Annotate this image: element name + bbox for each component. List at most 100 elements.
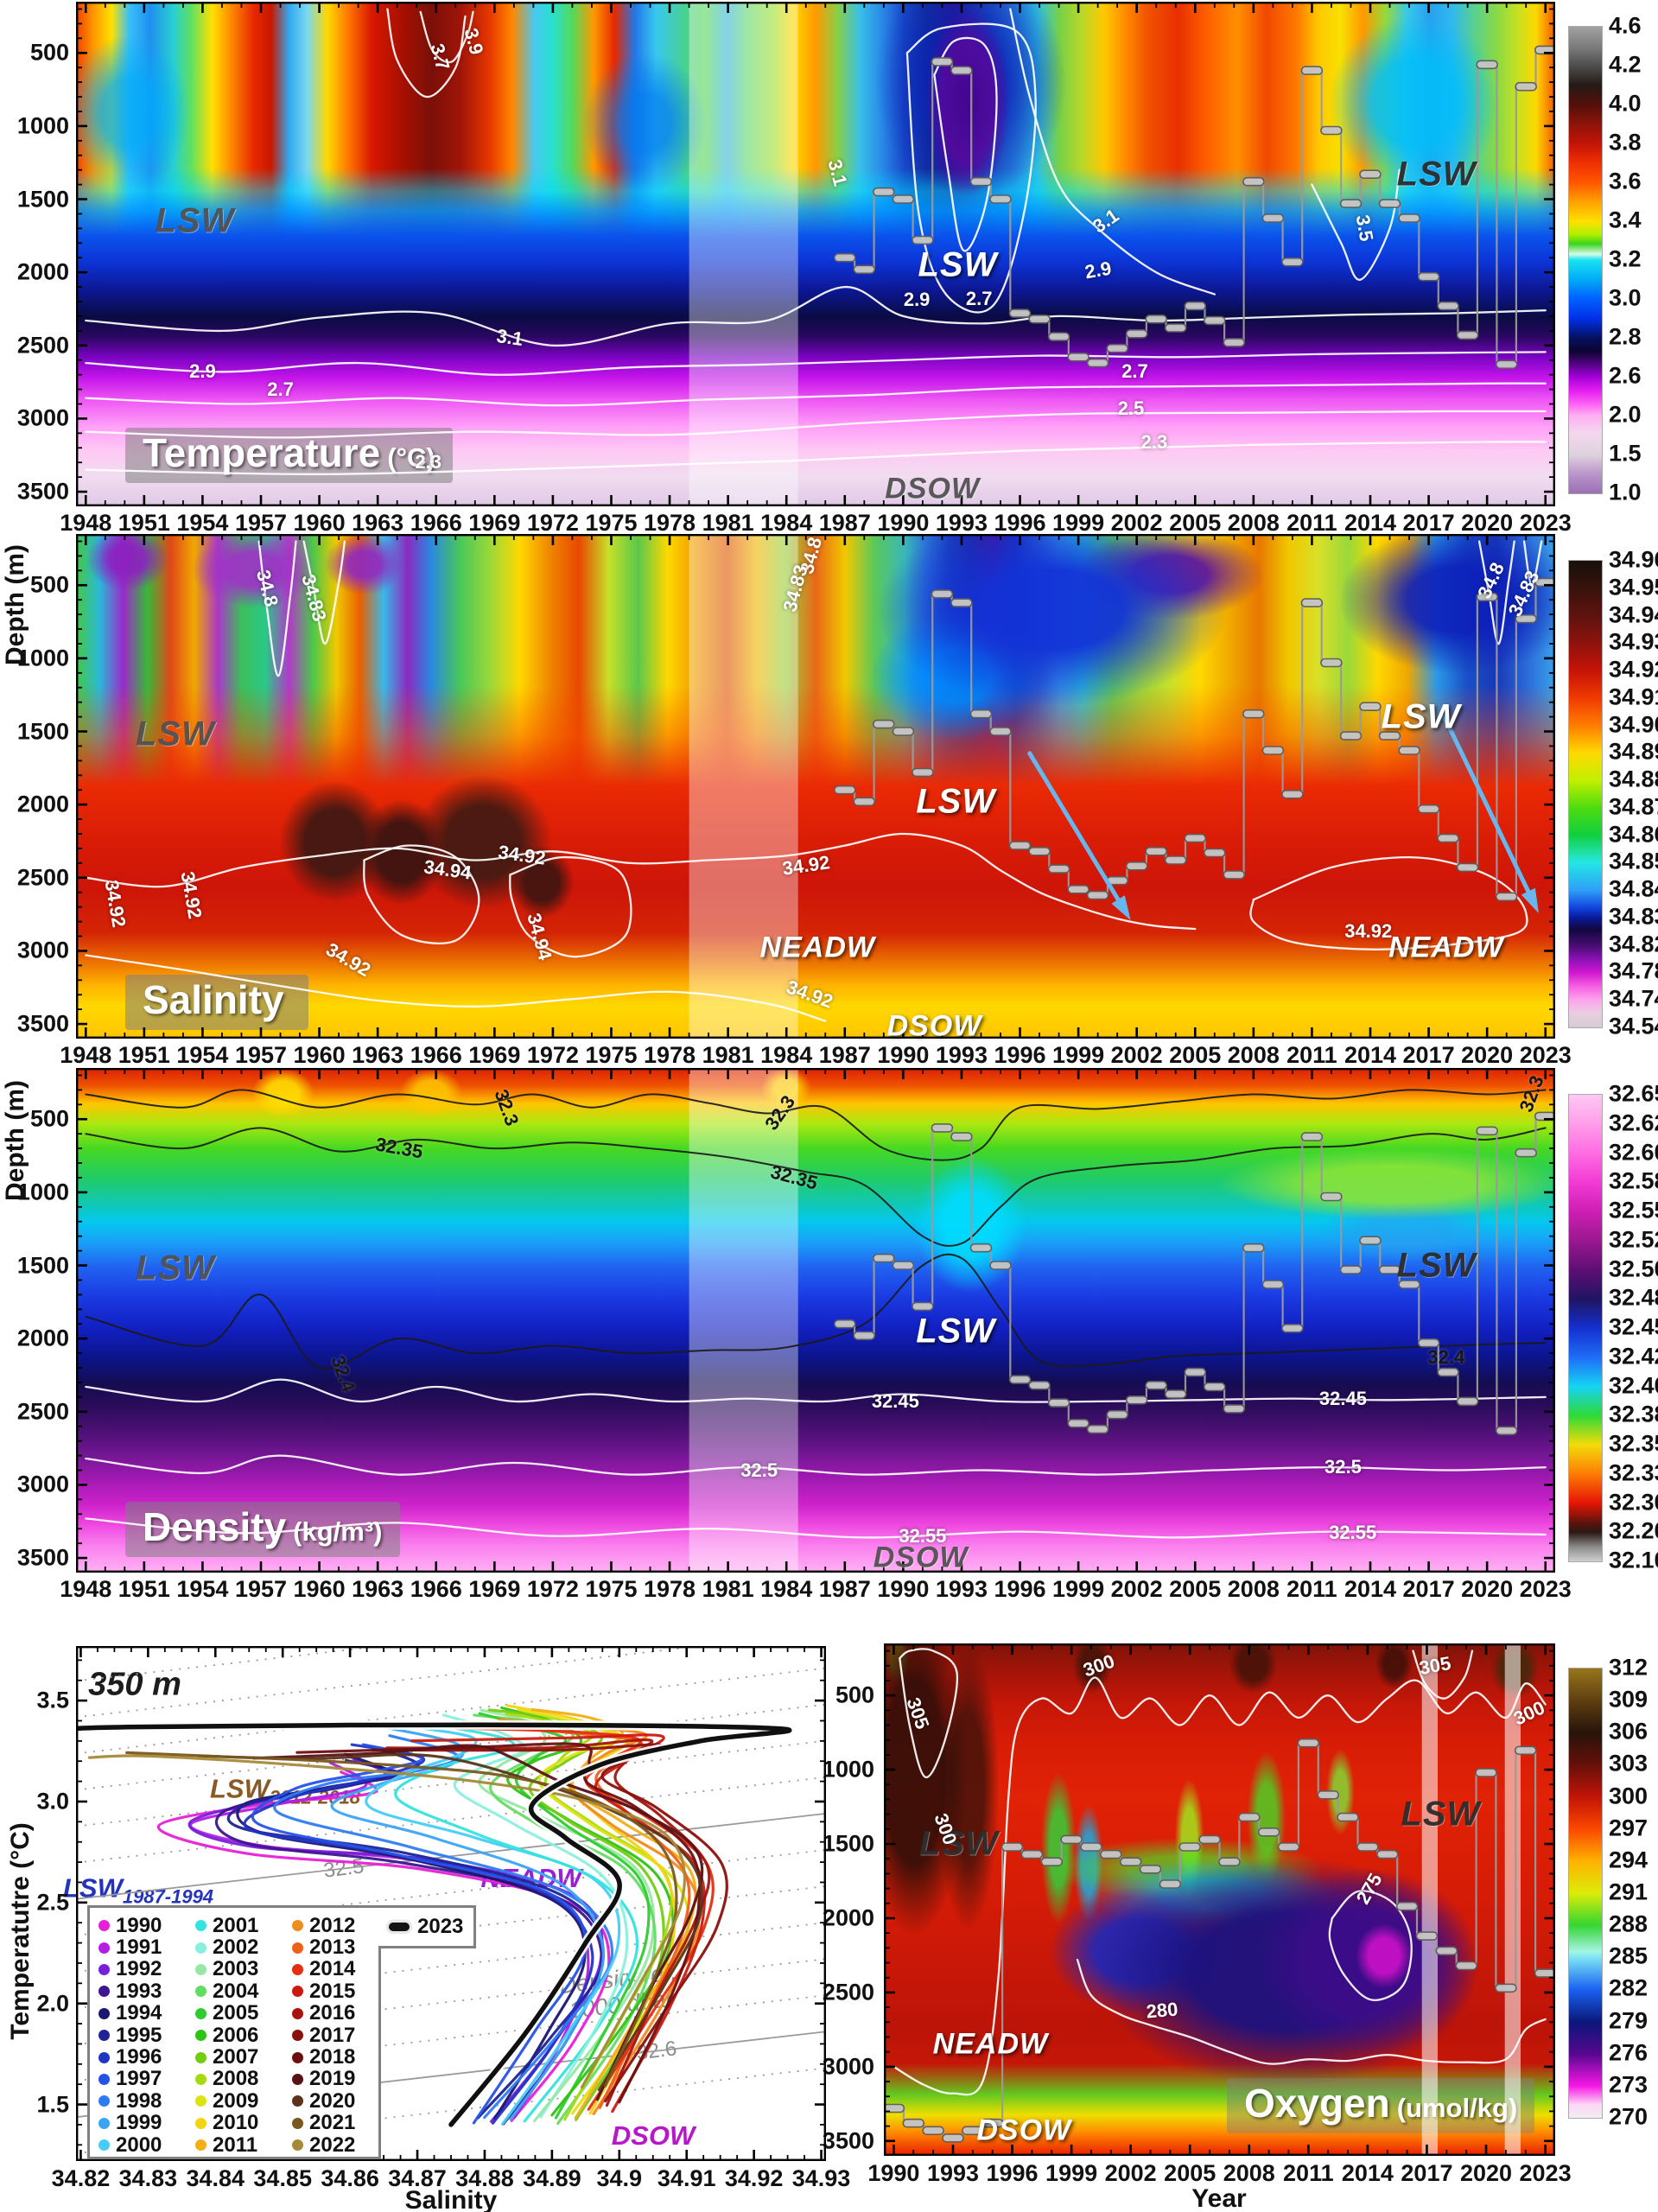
legend-dot — [195, 2117, 206, 2129]
oxygen-x-tick-label: 1999 — [1045, 2160, 1098, 2186]
density-colorbar-tick: 32.52 — [1609, 1226, 1658, 1253]
salinity-watermass-label: LSW — [916, 782, 996, 821]
salinity-x-tick-label: 1996 — [994, 1042, 1046, 1068]
oxygen-x-tick-label: 2005 — [1164, 2160, 1217, 2186]
oxygen-colorbar-tick: 291 — [1609, 1878, 1648, 1905]
salinity-y-tick-label: 1000 — [16, 645, 69, 671]
legend-item-2021: 2021 — [292, 2111, 382, 2134]
salinity-x-tick-label: 1981 — [702, 1042, 754, 1068]
density-x-tick-label: 1987 — [818, 1576, 871, 1602]
temperature-x-tick-label: 2017 — [1402, 510, 1455, 536]
density-x-tick-label: 1978 — [644, 1576, 696, 1602]
legend-item-2017: 2017 — [292, 2024, 382, 2047]
oxygen-colorbar-tick: 279 — [1609, 2007, 1648, 2034]
density-y-tick-label: 2000 — [16, 1325, 69, 1351]
salinity-colorbar-tick: 34.86 — [1609, 821, 1658, 848]
density-x-tick-label: 2005 — [1169, 1576, 1222, 1602]
legend-item-2000: 2000 — [98, 2133, 195, 2157]
density-colorbar-tick: 32.42 — [1609, 1343, 1658, 1370]
density-y-tick-label: 3500 — [16, 1544, 69, 1571]
legend-dot — [195, 2030, 206, 2042]
salinity-y-tick-label: 2500 — [16, 864, 69, 891]
density-x-tick-label: 2002 — [1110, 1576, 1163, 1602]
legend-dot — [98, 2007, 110, 2019]
density-x-tick-label: 2020 — [1461, 1576, 1514, 1602]
legend-dot — [292, 1942, 303, 1954]
legend-item-2015: 2015 — [292, 1980, 382, 2003]
density-colorbar-tick: 32.10 — [1609, 1547, 1658, 1573]
legend-item-2006: 2006 — [195, 2024, 292, 2047]
density-y-tick-label: 3000 — [16, 1471, 69, 1497]
legend-dot — [292, 2030, 303, 2042]
oxygen-colorbar-tick: 270 — [1609, 2103, 1648, 2130]
legend-dot — [98, 2073, 110, 2085]
salinity-x-tick-label: 1963 — [352, 1042, 404, 1068]
temperature-x-tick-label: 1975 — [585, 510, 638, 536]
density-x-tick-label: 1972 — [526, 1576, 579, 1602]
density-colorbar-tick: 32.48 — [1609, 1284, 1658, 1311]
salinity-x-tick-label: 1957 — [234, 1042, 288, 1068]
temperature-x-tick-label: 1966 — [410, 510, 462, 536]
temperature-contour-label: 2.3 — [415, 451, 442, 474]
salinity-panel-title: Salinity — [125, 975, 308, 1030]
legend-item-2001: 2001 — [195, 1914, 292, 1937]
oxygen-y-tick-label: 3500 — [822, 2127, 874, 2154]
temperature-contour-label: 2.9 — [189, 360, 216, 383]
density-colorbar-tick: 32.38 — [1609, 1401, 1658, 1427]
legend-dot — [98, 1920, 110, 1932]
density-x-tick-label: 1969 — [468, 1576, 521, 1602]
legend-dot — [195, 2007, 206, 2019]
density-panel-title: Density (kg/m³) — [125, 1502, 400, 1557]
temperature-contour-label: 2.9 — [903, 289, 931, 311]
legend-dot — [195, 1942, 206, 1954]
temperature-y-tick-label: 1500 — [16, 186, 69, 213]
temperature-colorbar-tick: 1.0 — [1609, 479, 1642, 505]
salinity-x-tick-label: 2011 — [1286, 1042, 1337, 1068]
temperature-y-tick-label: 3500 — [16, 478, 69, 505]
oxygen-watermass-label: LSW — [918, 1824, 999, 1863]
legend-item-1997: 1997 — [98, 2067, 195, 2090]
legend-item-1990: 1990 — [98, 1914, 195, 1937]
temperature-colorbar-tick: 4.0 — [1609, 90, 1642, 117]
legend-dot — [292, 2007, 303, 2019]
legend-dot — [195, 2051, 206, 2063]
legend-item-2011: 2011 — [195, 2133, 292, 2157]
legend-dot — [292, 1920, 303, 1932]
oxygen-y-tick-label: 1000 — [822, 1756, 874, 1783]
salinity-watermass-label: NEADW — [759, 931, 875, 964]
legend-dot — [98, 2030, 110, 2042]
legend-item-2013: 2013 — [292, 1936, 382, 1959]
temperature-x-tick-label: 2023 — [1519, 510, 1572, 536]
salinity-colorbar-tick: 34.94 — [1609, 601, 1658, 628]
density-contour-label: 32.5 — [1324, 1456, 1362, 1478]
oxygen-x-tick-label: 2017 — [1401, 2160, 1453, 2186]
ts-legend-2023-marker — [389, 1923, 410, 1931]
density-contour-label: 32.5 — [740, 1459, 778, 1481]
temperature-watermass-label: LSW — [918, 245, 998, 284]
salinity-y-tick-label: 500 — [29, 571, 69, 598]
ts-y-tick-label: 3.0 — [36, 1788, 69, 1815]
legend-item-2009: 2009 — [195, 2089, 292, 2113]
density-x-tick-label: 2014 — [1344, 1576, 1397, 1602]
temperature-colorbar-tick: 3.0 — [1609, 284, 1642, 311]
salinity-x-tick-label: 2017 — [1402, 1042, 1455, 1068]
temperature-x-tick-label: 1987 — [818, 510, 871, 536]
legend-item-2014: 2014 — [292, 1957, 382, 1980]
salinity-colorbar-tick: 34.82 — [1609, 931, 1658, 957]
legend-dot — [195, 1920, 206, 1932]
salinity-x-tick-label: 1984 — [760, 1042, 813, 1068]
temperature-colorbar-tick: 3.2 — [1609, 245, 1642, 272]
ts-x-tick-label: 34.88 — [455, 2165, 514, 2191]
ts-y-tick-label: 3.5 — [36, 1687, 69, 1713]
density-contour-label: 32.45 — [871, 1389, 919, 1412]
salinity-x-tick-label: 2005 — [1169, 1042, 1222, 1068]
density-heatmap — [76, 1068, 1555, 1573]
salinity-x-tick-label: 1999 — [1052, 1042, 1105, 1068]
temperature-contour-label: 2.7 — [965, 287, 993, 309]
oxygen-colorbar-tick: 273 — [1609, 2071, 1648, 2098]
salinity-x-tick-label: 2002 — [1110, 1042, 1163, 1068]
salinity-contour-label: 34.92 — [1344, 920, 1393, 943]
ts-x-tick-label: 34.91 — [657, 2165, 716, 2191]
legend-dot — [195, 2139, 206, 2152]
legend-dot — [292, 1963, 303, 1975]
